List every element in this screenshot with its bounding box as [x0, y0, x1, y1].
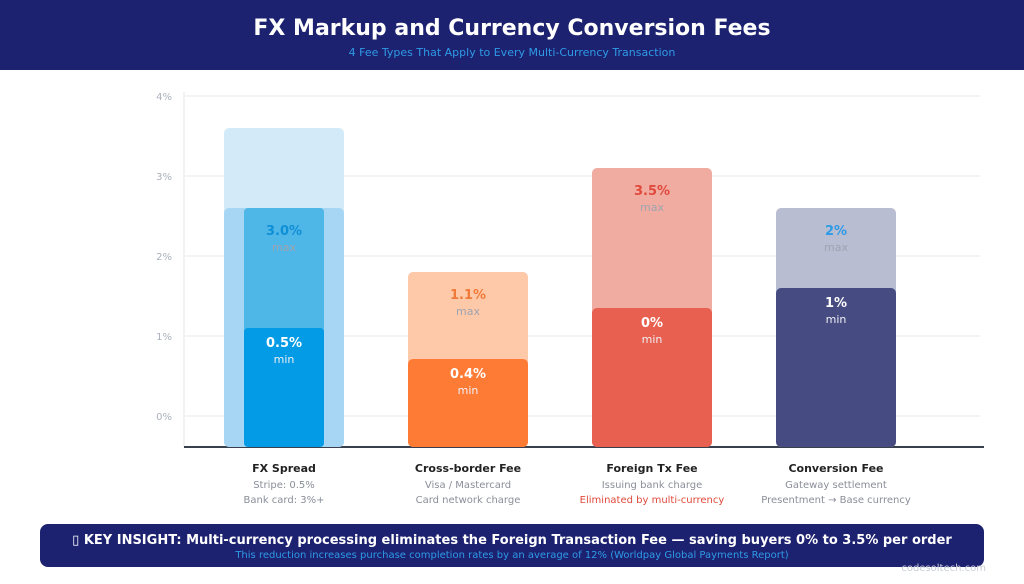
min-caption: min [458, 384, 479, 397]
header: FX Markup and Currency Conversion Fees 4… [0, 0, 1024, 70]
y-tick-label: 4% [156, 92, 172, 103]
key-insight-banner: ▯ KEY INSIGHT: Multi-currency processing… [40, 524, 984, 567]
chart-subtitle: 4 Fee Types That Apply to Every Multi-Cu… [348, 46, 676, 59]
insight-headline: ▯ KEY INSIGHT: Multi-currency processing… [72, 533, 952, 548]
category-note: Eliminated by multi-currency [580, 495, 725, 506]
category-label: Foreign Tx Fee [606, 462, 697, 475]
min-caption: min [826, 313, 847, 326]
watermark: codesoltech.com [901, 563, 986, 574]
category-note: Card network charge [416, 495, 521, 506]
min-value-label: 0% [641, 316, 663, 331]
min-caption: min [274, 353, 295, 366]
category-label: Conversion Fee [788, 462, 883, 475]
max-value-label: 3.0% [266, 224, 302, 239]
max-value-label: 1.1% [450, 288, 486, 303]
max-caption: max [824, 241, 848, 254]
bar-min [408, 359, 528, 447]
category-label: Cross-border Fee [415, 462, 521, 475]
category-note: Stripe: 0.5% [253, 480, 315, 491]
category-note: Presentment → Base currency [761, 495, 911, 506]
chart-title: FX Markup and Currency Conversion Fees [253, 16, 771, 41]
category-note: Gateway settlement [785, 480, 887, 491]
max-value-label: 3.5% [634, 184, 670, 199]
min-caption: min [642, 333, 663, 346]
y-tick-label: 2% [156, 252, 172, 263]
y-tick-label: 0% [156, 412, 172, 423]
bar-chart: 0% 1% 2% 3% 4% 3.0% max 0.5% min FX Spread Stripe:… [156, 92, 984, 506]
max-caption: max [272, 241, 296, 254]
max-caption: max [456, 305, 480, 318]
bar-min [776, 288, 896, 447]
min-value-label: 0.5% [266, 336, 302, 351]
bar-min [592, 308, 712, 447]
max-value-label: 2% [825, 224, 847, 239]
category-label: FX Spread [252, 462, 316, 475]
category-note: Bank card: 3%+ [244, 495, 325, 506]
category-note: Visa / Mastercard [425, 480, 511, 491]
y-tick-label: 3% [156, 172, 172, 183]
y-tick-label: 1% [156, 332, 172, 343]
insight-detail: This reduction increases purchase comple… [235, 550, 789, 561]
min-value-label: 0.4% [450, 367, 486, 382]
max-caption: max [640, 201, 664, 214]
category-note: Issuing bank charge [602, 480, 703, 491]
min-value-label: 1% [825, 296, 847, 311]
bar-min [244, 328, 324, 447]
